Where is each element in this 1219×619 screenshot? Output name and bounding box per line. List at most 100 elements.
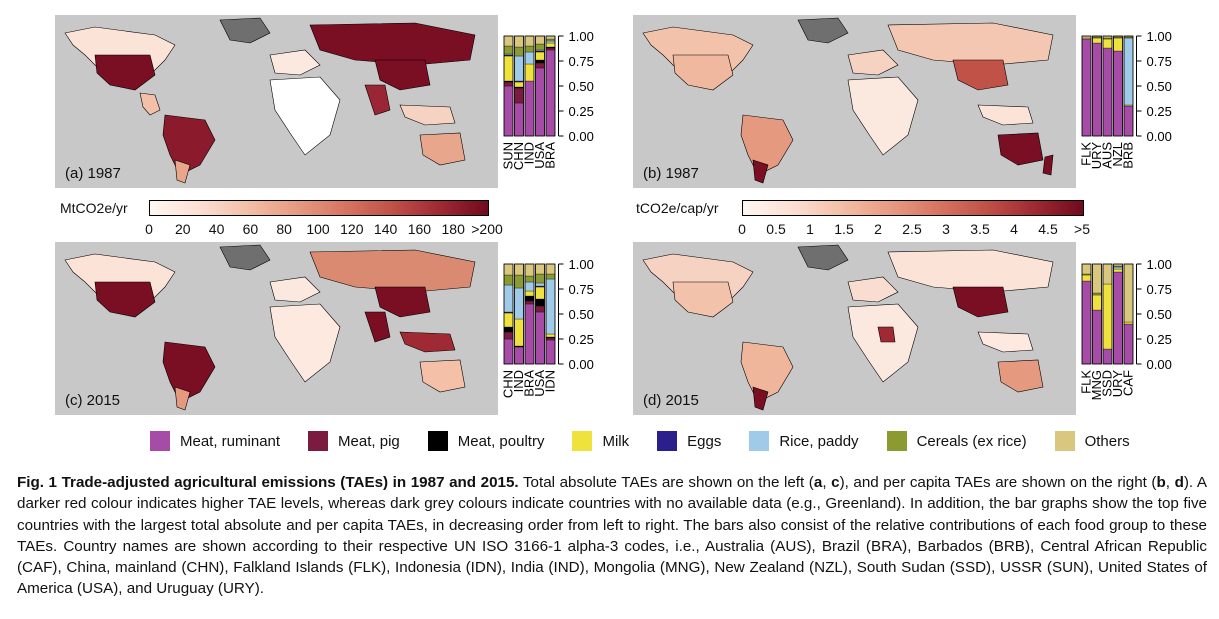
per-capita-scale-tick: 1 <box>806 221 814 237</box>
bar-outline <box>1113 35 1123 137</box>
bar-segment <box>524 35 535 47</box>
bar-segment <box>535 51 545 61</box>
legend-item: Rice, paddy <box>749 431 859 451</box>
per-capita-scale-tick: 0 <box>738 221 746 237</box>
bar-segment <box>535 263 545 275</box>
bar-segment <box>545 339 556 365</box>
bar-segment <box>1113 37 1123 52</box>
category-label: FLK <box>1079 142 1094 166</box>
bar-segment <box>1102 263 1113 285</box>
category-label: IND <box>511 370 526 392</box>
per-capita-scale-tick: 4 <box>1010 221 1018 237</box>
y-tick-label: 0.00 <box>569 357 594 372</box>
bar-segment <box>545 337 556 341</box>
bar-segment <box>535 273 545 284</box>
legend-swatch <box>150 431 170 451</box>
bar-segment <box>545 35 556 40</box>
bar-segment <box>1102 283 1113 350</box>
bar-segment <box>503 81 514 87</box>
bar-segment <box>503 284 514 313</box>
bar-segment <box>503 263 514 276</box>
stacked-bar-a: SUN CHN IND USA BRA 0.00 0.25 0.50 0.75 1.00 <box>500 29 620 190</box>
world-map-d <box>642 244 1054 411</box>
scale-title-absolute: MtCO2e/yr <box>60 200 128 216</box>
y-tick-label: 0.00 <box>569 129 594 144</box>
caption-ref-b: b <box>1156 474 1166 491</box>
bar-outline <box>503 263 514 365</box>
bar-segment <box>524 51 535 65</box>
bar-segment <box>1092 36 1102 39</box>
bar-segment <box>524 45 535 53</box>
bar-outline <box>535 263 545 365</box>
panel-label-d: (d) 2015 <box>643 392 699 409</box>
absolute-scale-tick: 160 <box>407 221 432 237</box>
bar-segment <box>503 55 514 82</box>
y-tick-label: 1.00 <box>569 257 594 272</box>
caption-ref-a: a <box>813 474 823 491</box>
bar-segment <box>1102 37 1113 40</box>
bar-outline <box>1102 35 1113 137</box>
bar-segment <box>514 86 524 89</box>
bar-outline <box>503 35 514 137</box>
bar-segment <box>1123 263 1134 323</box>
bar-segment <box>535 305 545 313</box>
legend-label: Meat, poultry <box>457 432 545 450</box>
category-label: BRA <box>543 142 558 169</box>
bar-outline <box>524 35 535 137</box>
y-tick-label: 0.50 <box>569 79 594 94</box>
category-label: NZL <box>1110 142 1125 167</box>
legend-item: Meat, poultry <box>427 431 545 451</box>
y-tick-label: 0.25 <box>1147 104 1172 119</box>
category-label: BRA <box>522 370 537 397</box>
per-capita-scale-tick: 3 <box>942 221 950 237</box>
category-label: FLK <box>1079 370 1094 394</box>
caption-ref-d: d <box>1174 474 1184 491</box>
bar-outline <box>1123 263 1134 365</box>
caption-ref-c: c <box>831 474 840 491</box>
y-tick-label: 0.00 <box>1147 357 1172 372</box>
bar-segment <box>503 54 514 57</box>
legend-item: Others <box>1054 431 1130 451</box>
bar-segment <box>1113 266 1123 270</box>
legend-swatch <box>427 431 448 451</box>
y-tick-label: 0.50 <box>1147 307 1172 322</box>
bar-outline <box>1102 263 1113 365</box>
scale-bar-per-capita <box>742 200 1084 216</box>
bar-segment <box>524 300 535 305</box>
legend-item: Meat, ruminant <box>150 431 280 451</box>
bar-segment <box>1081 263 1092 275</box>
bar-segment <box>503 45 514 55</box>
y-tick-label: 0.00 <box>1147 129 1172 144</box>
bar-segment <box>524 290 535 297</box>
panel-label-b: (b) 1987 <box>643 165 699 182</box>
bar-segment <box>535 35 545 45</box>
legend-swatch <box>1054 431 1075 451</box>
bar-segment <box>535 286 545 300</box>
bar-segment <box>545 38 556 42</box>
bar-segment <box>514 346 524 365</box>
bar-segment <box>1092 294 1102 311</box>
bar-segment <box>503 331 514 340</box>
absolute-scale-tick: 60 <box>242 221 259 237</box>
bar-segment <box>1081 280 1092 365</box>
legend-item: Meat, pig <box>308 431 400 451</box>
bar-segment <box>514 81 524 88</box>
map-c: (c) 2015 <box>55 242 498 415</box>
legend-swatch <box>572 431 593 451</box>
bar-segment <box>503 80 514 83</box>
bar-segment <box>1113 36 1123 39</box>
category-label: URY <box>1089 142 1104 170</box>
bar-segment <box>1102 38 1113 49</box>
category-label: MNG <box>1089 370 1104 400</box>
bar-segment <box>1092 42 1102 137</box>
bar-segment <box>1102 47 1113 137</box>
per-capita-scale-tick: >5 <box>1074 221 1090 237</box>
bar-segment <box>503 35 514 47</box>
category-label: CHN <box>511 142 526 170</box>
bar-segment <box>535 50 545 53</box>
bar-segment <box>1113 50 1123 137</box>
bar-segment <box>1123 36 1134 39</box>
legend-item: Milk <box>572 431 629 451</box>
